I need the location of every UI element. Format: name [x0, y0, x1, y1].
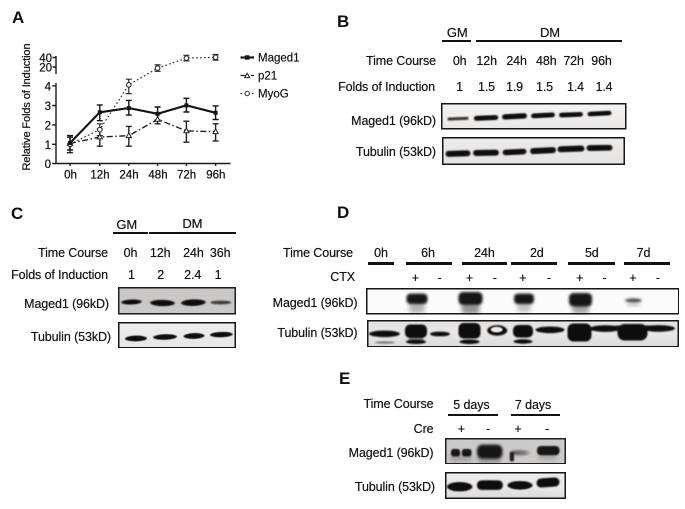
svg-text:12h: 12h — [90, 170, 109, 182]
svg-text:72h: 72h — [177, 170, 196, 182]
svg-text:48h: 48h — [148, 170, 167, 182]
svg-text:1: 1 — [45, 140, 51, 152]
svg-text:p21: p21 — [258, 71, 277, 83]
svg-text:96h: 96h — [206, 170, 225, 182]
svg-text:Maged1: Maged1 — [258, 53, 300, 65]
svg-text:3: 3 — [45, 101, 51, 113]
svg-text:40: 40 — [39, 53, 52, 65]
svg-text:24h: 24h — [119, 170, 138, 182]
svg-text:Relative Folds of Induction: Relative Folds of Induction — [21, 44, 33, 171]
svg-text:2: 2 — [45, 120, 51, 132]
svg-text:20: 20 — [39, 63, 52, 75]
svg-text:MyoG: MyoG — [258, 89, 289, 101]
svg-text:4: 4 — [45, 81, 52, 93]
svg-text:0h: 0h — [64, 170, 77, 182]
svg-text:0: 0 — [45, 159, 51, 171]
